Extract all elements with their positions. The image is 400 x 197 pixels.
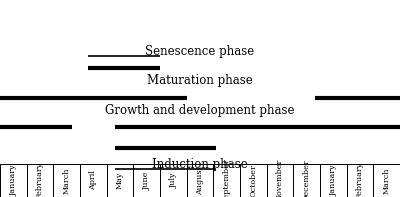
Text: Maturation phase: Maturation phase: [147, 74, 253, 87]
Bar: [373, 164, 400, 197]
Text: October: October: [249, 164, 257, 197]
Text: March: March: [383, 167, 391, 193]
Bar: [293, 164, 320, 197]
Bar: [0, 164, 27, 197]
Text: Induction phase: Induction phase: [152, 158, 248, 171]
Text: January: January: [9, 164, 17, 196]
Text: March: March: [63, 167, 71, 193]
Text: January: January: [329, 164, 337, 196]
Text: December: December: [303, 159, 311, 197]
Bar: [160, 164, 187, 197]
Bar: [133, 164, 160, 197]
Bar: [80, 164, 107, 197]
Text: August: August: [196, 166, 204, 195]
Bar: [27, 164, 53, 197]
Text: September: September: [223, 158, 231, 197]
Text: May: May: [116, 172, 124, 189]
Bar: [267, 164, 293, 197]
Text: July: July: [169, 173, 177, 188]
Bar: [240, 164, 267, 197]
Text: February: February: [36, 162, 44, 197]
Text: Growth and development phase: Growth and development phase: [105, 104, 295, 117]
Text: February: February: [356, 162, 364, 197]
Text: April: April: [89, 170, 97, 190]
Text: June: June: [143, 171, 151, 190]
Bar: [213, 164, 240, 197]
Text: Senescence phase: Senescence phase: [145, 45, 255, 58]
Bar: [347, 164, 373, 197]
Bar: [320, 164, 347, 197]
Bar: [107, 164, 133, 197]
Bar: [187, 164, 213, 197]
Text: November: November: [276, 159, 284, 197]
Bar: [53, 164, 80, 197]
